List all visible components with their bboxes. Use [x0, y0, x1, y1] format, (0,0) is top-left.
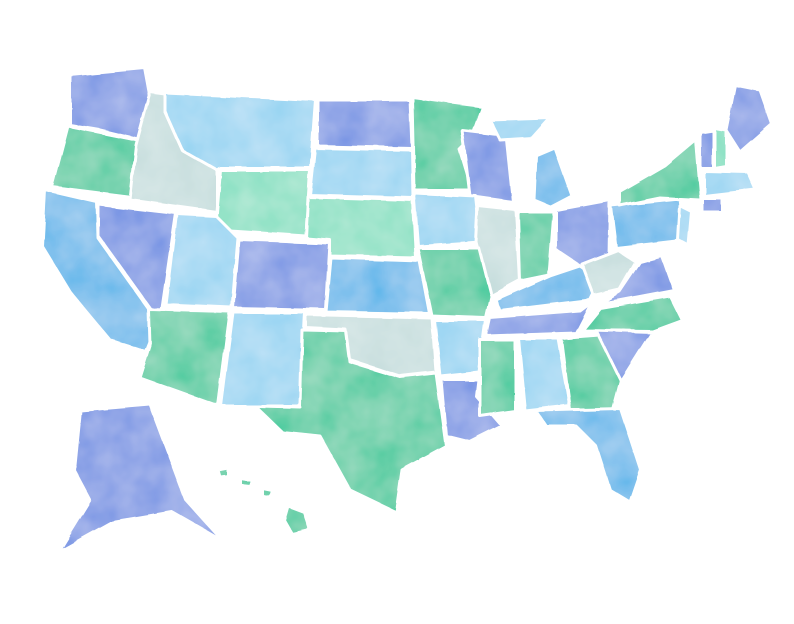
state: [412, 191, 483, 248]
state: [484, 300, 594, 338]
state: [724, 83, 774, 154]
state: [532, 146, 574, 209]
state: [598, 254, 676, 306]
state: [213, 168, 312, 238]
state: [50, 124, 140, 199]
state: [138, 308, 232, 408]
state: [219, 310, 307, 408]
state: [700, 196, 724, 214]
state: [164, 212, 240, 310]
state: [56, 402, 244, 554]
state: [580, 294, 684, 333]
state: [432, 318, 488, 378]
states: [40, 66, 774, 554]
state: [324, 256, 432, 316]
state: [238, 476, 254, 488]
state: [478, 338, 517, 418]
state: [702, 169, 758, 198]
state: [231, 238, 332, 312]
state: [516, 210, 556, 283]
state: [163, 91, 318, 172]
state: [40, 188, 160, 354]
state: [474, 204, 522, 298]
state: [676, 204, 694, 248]
state: [534, 407, 643, 504]
state: [439, 377, 504, 444]
state: [460, 128, 515, 204]
state: [698, 128, 715, 170]
state: [410, 95, 484, 192]
state: [712, 126, 728, 170]
state: [316, 98, 414, 150]
state: [308, 146, 415, 200]
state: [618, 138, 703, 208]
state: [580, 248, 638, 298]
state: [488, 116, 552, 142]
state: [260, 486, 274, 499]
state: [253, 328, 448, 514]
state: [216, 466, 230, 479]
state: [282, 504, 312, 536]
state: [416, 246, 493, 320]
